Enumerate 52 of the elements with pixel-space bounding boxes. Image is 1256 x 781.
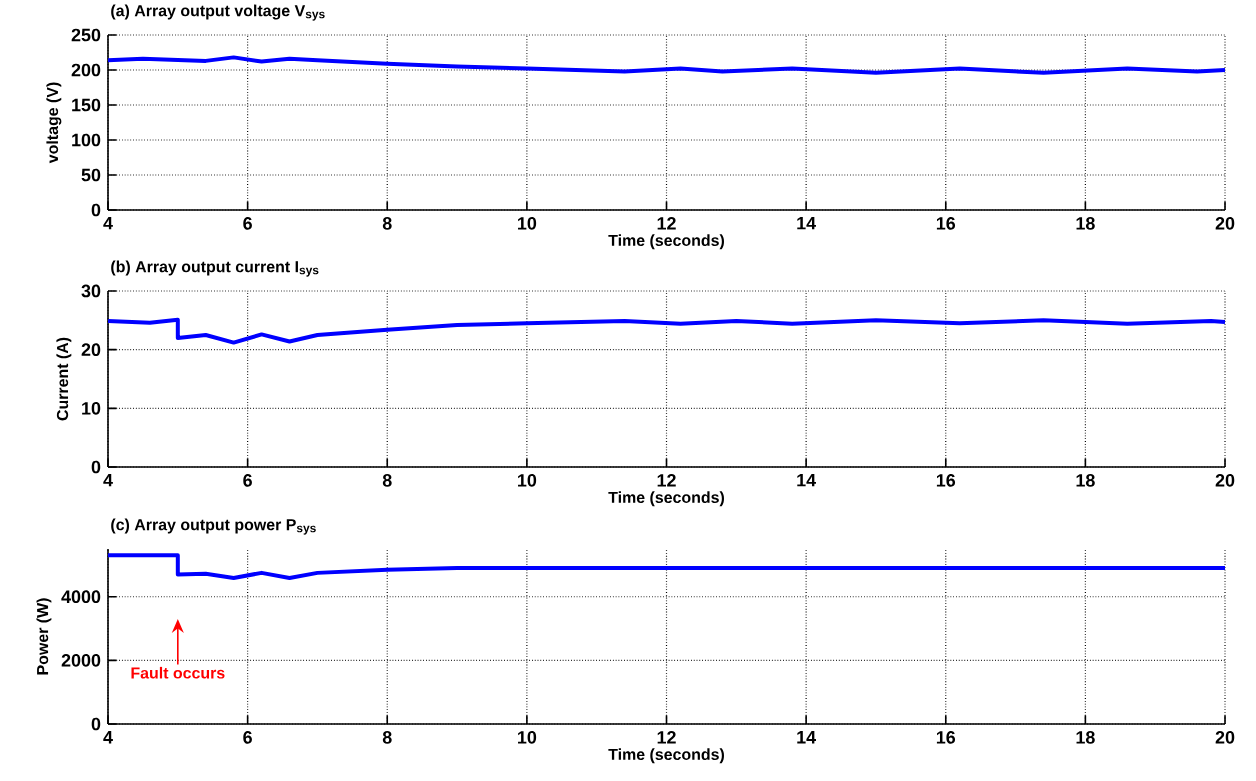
chart-title: (c) Array output power P$_{sys}$ — [111, 518, 316, 535]
x-tick-label: 12 — [657, 474, 676, 487]
x-tick-label: 8 — [382, 217, 392, 230]
y-tick-label: 200 — [71, 63, 101, 77]
x-tick-label: 16 — [936, 731, 956, 744]
x-tick-label: 20 — [1215, 217, 1235, 230]
x-axis-title: Time (seconds) — [608, 234, 724, 250]
chart-title: (b) Array output current I$_{sys}$ — [111, 260, 319, 277]
y-tick-label: 30 — [81, 284, 101, 298]
x-tick-label: 4 — [103, 731, 113, 744]
x-tick-label: 10 — [518, 474, 537, 487]
x-tick-label: 14 — [797, 217, 817, 230]
y-axis-title: voltage (V) — [46, 82, 62, 164]
x-tick-label: 6 — [243, 474, 252, 487]
y-tick-label: 250 — [71, 28, 101, 42]
y-tick-label: 4000 — [61, 590, 101, 604]
x-tick-label: 16 — [936, 217, 956, 230]
x-tick-label: 14 — [797, 474, 817, 487]
y-tick-label: 100 — [72, 133, 101, 147]
x-axis-title: Time (seconds) — [608, 491, 724, 507]
x-tick-label: 6 — [243, 731, 252, 744]
x-tick-label: 8 — [382, 731, 392, 744]
y-tick-label: 0 — [91, 203, 101, 217]
x-tick-label: 4 — [103, 474, 113, 487]
x-tick-label: 18 — [1076, 731, 1095, 744]
chart-title: (a) Array output voltage V$_{sys}$ — [111, 4, 325, 21]
y-tick-label: 0 — [91, 460, 101, 474]
x-tick-label: 8 — [382, 474, 392, 487]
y-tick-label: 0 — [91, 717, 101, 731]
x-tick-label: 10 — [518, 731, 537, 744]
line-series — [108, 317, 1226, 345]
y-tick-label: 2000 — [61, 654, 101, 667]
x-axis-title: Time (seconds) — [608, 748, 724, 764]
y-axis-title: Current (A) — [56, 337, 72, 421]
y-tick-label: 10 — [82, 401, 101, 415]
annotation: Fault occurs — [131, 666, 225, 679]
x-tick-label: 4 — [103, 217, 113, 230]
x-tick-label: 6 — [243, 217, 252, 230]
x-tick-label: 20 — [1215, 731, 1235, 744]
x-tick-label: 16 — [936, 474, 956, 487]
line-series — [108, 55, 1226, 75]
x-tick-label: 10 — [518, 217, 537, 230]
x-tick-label: 18 — [1076, 474, 1095, 487]
x-tick-label: 12 — [657, 217, 676, 230]
y-axis-title: Power (W) — [36, 598, 52, 675]
x-tick-label: 18 — [1076, 217, 1095, 230]
y-tick-label: 150 — [72, 98, 101, 112]
x-tick-label: 12 — [657, 731, 676, 744]
y-tick-label: 50 — [81, 168, 101, 182]
x-tick-label: 20 — [1215, 474, 1235, 487]
x-tick-label: 14 — [797, 731, 817, 744]
y-tick-label: 20 — [81, 343, 101, 357]
